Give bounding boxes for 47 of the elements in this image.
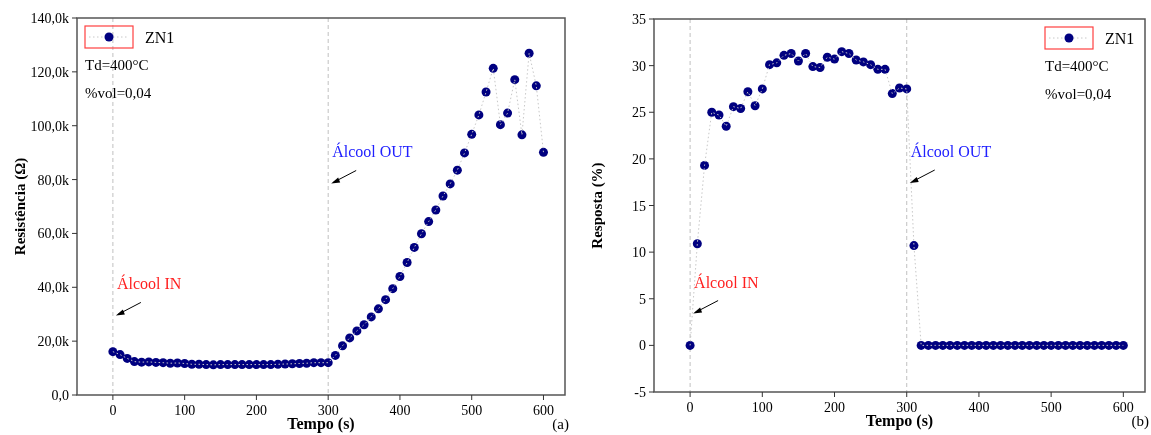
y-tick-label: 35 <box>632 12 646 27</box>
x-tick-label: 200 <box>245 403 267 418</box>
y-tick-label: 10 <box>632 245 646 261</box>
y-tick-label: 25 <box>632 105 646 121</box>
y-tick-label: 30 <box>632 58 646 74</box>
y-tick-label: 20,0k <box>37 334 69 350</box>
annotation: Álcool OUT <box>910 142 992 161</box>
y-tick-label: 40,0k <box>37 280 69 296</box>
annotation: Álcool OUT <box>332 142 413 161</box>
y-tick-label: 80,0k <box>37 172 69 188</box>
x-tick-label: 400 <box>389 403 411 418</box>
y-tick-label: 60,0k <box>37 226 69 242</box>
x-tick-label: 600 <box>532 403 554 418</box>
annotation: %vol=0,04 <box>85 85 152 101</box>
x-tick-label: 400 <box>968 400 990 415</box>
x-tick-label: 0 <box>109 403 117 418</box>
x-tick-label: 0 <box>686 400 694 415</box>
y-tick-label: -5 <box>634 385 646 400</box>
x-tick-label: 500 <box>1040 400 1062 415</box>
text: (a) <box>552 416 569 433</box>
annotation: Td=400°C <box>85 57 149 73</box>
legend-label: ZN1 <box>145 29 175 46</box>
x-tick-label: 300 <box>317 403 339 418</box>
x-tick-label: 200 <box>824 400 846 415</box>
y-axis-title: Resposta (%) <box>589 162 606 249</box>
legend-label: ZN1 <box>1105 30 1135 47</box>
x-axis-title: Tempo (s) <box>865 412 934 430</box>
y-tick-label: 15 <box>632 198 646 214</box>
x-tick-label: 300 <box>896 400 918 415</box>
x-tick-label: 500 <box>461 403 483 418</box>
y-tick-label: 100,0k <box>30 118 69 134</box>
y-tick-label: 20 <box>632 151 646 167</box>
annotation: Álcool IN <box>116 274 182 293</box>
x-axis-title: Tempo (s) <box>287 415 355 433</box>
y-tick-label: 140,0k <box>30 11 69 26</box>
x-tick-label: 600 <box>1112 400 1134 415</box>
text: (b) <box>1131 413 1149 430</box>
annotation: Álcool IN <box>694 272 759 291</box>
annotation: Td=400°C <box>1045 58 1109 74</box>
y-tick-label: 120,0k <box>30 64 69 80</box>
y-axis-title: Resistência (Ω) <box>12 157 29 256</box>
x-tick-label: 100 <box>174 403 196 418</box>
y-tick-label: 5 <box>639 291 646 307</box>
x-tick-label: 100 <box>751 400 773 415</box>
annotation: %vol=0,04 <box>1045 86 1112 102</box>
y-tick-label: 0 <box>639 338 646 354</box>
y-tick-label: 0,0 <box>51 388 69 403</box>
